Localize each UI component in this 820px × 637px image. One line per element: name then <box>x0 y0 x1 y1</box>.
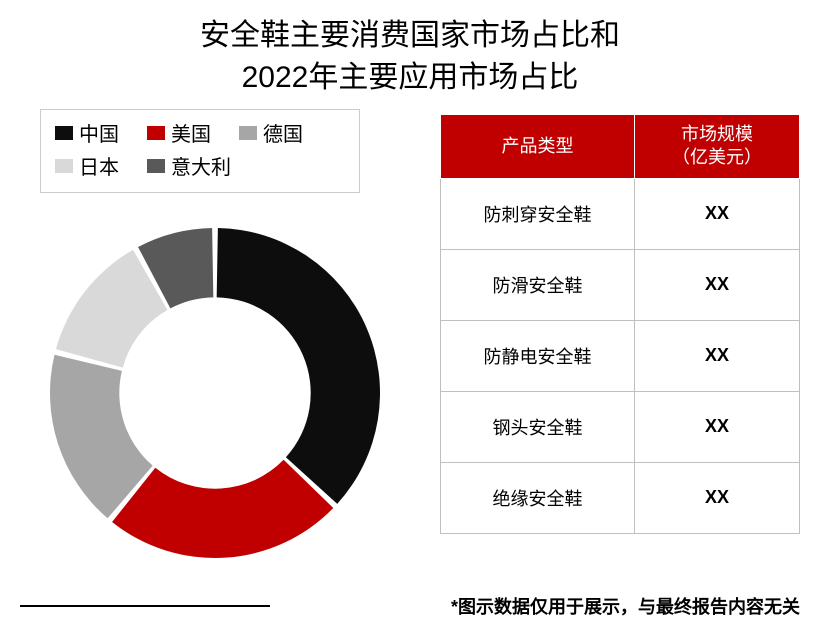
legend-swatch <box>147 126 165 140</box>
legend-swatch <box>55 126 73 140</box>
legend-swatch <box>239 126 257 140</box>
legend-swatch <box>147 159 165 173</box>
table-cell: XX <box>634 391 799 462</box>
legend-label: 意大利 <box>171 151 231 180</box>
legend-label: 德国 <box>263 118 303 147</box>
donut-segment <box>217 228 380 504</box>
table-cell: 钢头安全鞋 <box>441 391 635 462</box>
legend-item: 德国 <box>239 118 303 147</box>
legend-item: 日本 <box>55 151 119 180</box>
table-row: 防滑安全鞋XX <box>441 249 800 320</box>
right-column: 产品类型市场规模（亿美元） 防刺穿安全鞋XX防滑安全鞋XX防静电安全鞋XX钢头安… <box>440 114 800 534</box>
table-cell: 防滑安全鞋 <box>441 249 635 320</box>
chart-title: 安全鞋主要消费国家市场占比和 2022年主要应用市场占比 <box>20 15 800 99</box>
table-cell: XX <box>634 462 799 533</box>
legend-item: 美国 <box>147 118 211 147</box>
table-cell: 绝缘安全鞋 <box>441 462 635 533</box>
legend: 中国 美国 德国日本 意大利 <box>40 109 360 193</box>
content-row: 中国美国德国日本意大利 产品类型市场规模（亿美元） 防刺穿安全鞋XX防滑安全鞋X… <box>20 109 800 578</box>
left-column: 中国 美国 德国日本 意大利 <box>20 109 420 578</box>
table-row: 绝缘安全鞋XX <box>441 462 800 533</box>
footnote: *图示数据仅用于展示，与最终报告内容无关 <box>451 593 800 619</box>
table-cell: 防静电安全鞋 <box>441 320 635 391</box>
market-table: 产品类型市场规模（亿美元） 防刺穿安全鞋XX防滑安全鞋XX防静电安全鞋XX钢头安… <box>440 114 800 534</box>
legend-item: 意大利 <box>147 151 231 180</box>
table-cell: XX <box>634 178 799 249</box>
table-row: 钢头安全鞋XX <box>441 391 800 462</box>
table-row: 防刺穿安全鞋XX <box>441 178 800 249</box>
table-cell: XX <box>634 249 799 320</box>
table-header-cell: 产品类型 <box>441 115 635 179</box>
table-row: 防静电安全鞋XX <box>441 320 800 391</box>
legend-label: 中国 <box>79 118 119 147</box>
legend-label: 美国 <box>171 118 211 147</box>
table-cell: XX <box>634 320 799 391</box>
table-cell: 防刺穿安全鞋 <box>441 178 635 249</box>
footer-divider <box>20 605 270 607</box>
donut-segment <box>112 460 333 558</box>
legend-item: 中国 <box>55 118 119 147</box>
donut-chart <box>30 208 400 578</box>
legend-swatch <box>55 159 73 173</box>
table-header-cell: 市场规模（亿美元） <box>634 115 799 179</box>
legend-label: 日本 <box>79 151 119 180</box>
footer: *图示数据仅用于展示，与最终报告内容无关 <box>20 593 800 619</box>
